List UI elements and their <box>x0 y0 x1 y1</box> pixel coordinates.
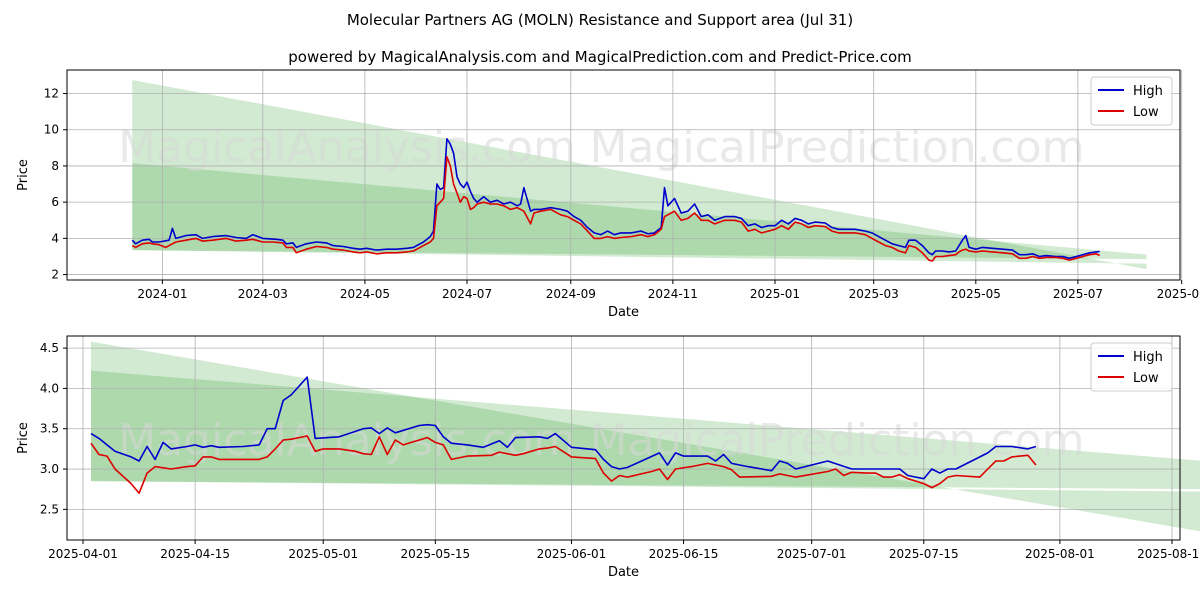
y-tick-label: 12 <box>44 87 59 101</box>
top-chart-panel: MagicalAnalysis.com MagicalPrediction.com… <box>16 69 1200 320</box>
x-tick-label: 2025-05-15 <box>400 547 470 561</box>
x-tick-label: 2025-04-15 <box>160 547 230 561</box>
x-tick-label: 2024-11 <box>648 287 698 301</box>
x-tick-label: 2025-06-15 <box>649 547 719 561</box>
y-tick-label: 4.0 <box>40 381 59 395</box>
y-tick-label: 3.0 <box>40 462 59 476</box>
resistance-support-band <box>132 79 1147 270</box>
y-axis-label: Price <box>16 159 31 191</box>
watermark-analysis: MagicalAnalysis.com <box>118 415 576 466</box>
x-tick-label: 2025-08-01 <box>1025 547 1095 561</box>
x-tick-label: 2024-01 <box>137 287 187 301</box>
x-tick-label: 2025-07-15 <box>889 547 959 561</box>
y-tick-label: 4 <box>51 231 59 245</box>
x-tick-label: 2025-09 <box>1157 287 1200 301</box>
legend-label-low: Low <box>1133 371 1159 386</box>
x-tick-label: 2025-03 <box>849 287 899 301</box>
x-tick-label: 2025-08-15 <box>1137 547 1200 561</box>
x-tick-label: 2025-06-01 <box>537 547 607 561</box>
watermark-prediction: MagicalPrediction.com <box>590 122 1085 173</box>
chart-title: Molecular Partners AG (MOLN) Resistance … <box>347 11 853 29</box>
y-tick-label: 2 <box>51 268 59 282</box>
high-series-line <box>131 138 1100 260</box>
y-tick-label: 2.5 <box>40 502 59 516</box>
y-tick-label: 10 <box>44 123 59 137</box>
bottom-chart-panel: MagicalAnalysis.com MagicalPrediction.com… <box>16 335 1200 580</box>
legend-label-high: High <box>1133 84 1163 99</box>
low-series-line <box>90 435 1037 495</box>
x-tick-label: 2025-07 <box>1053 287 1103 301</box>
plot-frame <box>66 335 1181 541</box>
x-tick-label: 2024-03 <box>238 287 288 301</box>
x-tick-label: 2025-07-01 <box>777 547 847 561</box>
x-tick-label: 2024-09 <box>546 287 596 301</box>
resistance-support-band <box>91 370 1200 490</box>
y-tick-label: 4.5 <box>40 341 59 355</box>
x-tick-label: 2024-07 <box>442 287 492 301</box>
x-tick-label: 2024-05 <box>340 287 390 301</box>
x-tick-label: 2025-05-01 <box>288 547 358 561</box>
y-axis-label: Price <box>16 422 31 454</box>
high-series-line <box>90 376 1037 480</box>
chart-subtitle: powered by MagicalAnalysis.com and Magic… <box>288 48 912 66</box>
y-tick-label: 8 <box>51 159 59 173</box>
legend-label-low: Low <box>1133 105 1159 120</box>
x-tick-label: 2025-05 <box>951 287 1001 301</box>
y-tick-label: 3.5 <box>40 422 59 436</box>
watermark-analysis: MagicalAnalysis.com <box>118 122 576 173</box>
low-series-line <box>131 156 1101 262</box>
resistance-support-band <box>132 163 1147 260</box>
plot-frame <box>66 69 1181 281</box>
x-axis-label: Date <box>608 565 639 580</box>
x-tick-label: 2025-01 <box>750 287 800 301</box>
y-tick-label: 6 <box>51 195 59 209</box>
legend-label-high: High <box>1133 350 1163 365</box>
x-tick-label: 2025-04-01 <box>48 547 118 561</box>
x-axis-label: Date <box>608 305 639 320</box>
